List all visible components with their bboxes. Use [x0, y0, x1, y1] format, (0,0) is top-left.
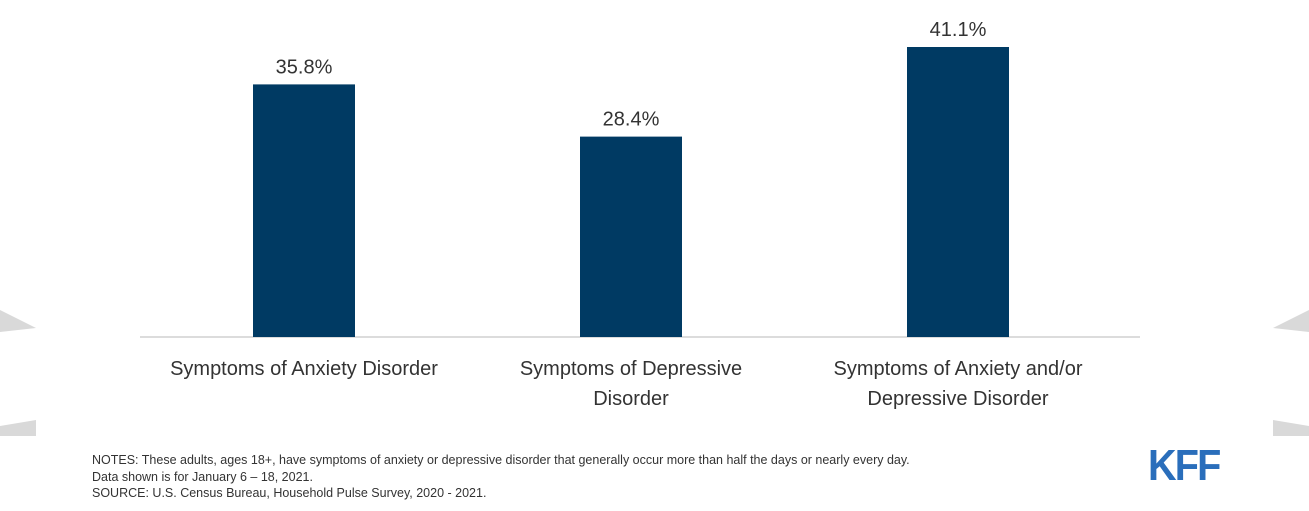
kff-logo: KFF: [1148, 441, 1221, 490]
notes-line: NOTES: These adults, ages 18+, have symp…: [92, 453, 910, 467]
category-label: Disorder: [593, 388, 669, 410]
source-line: SOURCE: U.S. Census Bureau, Household Pu…: [92, 486, 487, 500]
category-label: Symptoms of Depressive: [520, 358, 742, 380]
left-triangle-icon: [0, 310, 36, 332]
category-label: Symptoms of Anxiety and/or: [833, 358, 1082, 380]
notes-line: Data shown is for January 6 – 18, 2021.: [92, 469, 313, 484]
data-label: 35.8%: [276, 56, 333, 78]
left-triangle-icon: [0, 420, 36, 436]
category-label: Depressive Disorder: [867, 388, 1049, 410]
bar-chart: 35.8% Symptoms of Anxiety Disorder 28.4% Sy…: [140, 19, 1140, 410]
data-label: 28.4%: [603, 109, 660, 131]
data-label: 41.1%: [930, 19, 987, 41]
chart-notes: NOTES: These adults, ages 18+, have symp…: [92, 452, 1122, 502]
bar: [580, 136, 682, 337]
right-triangle-icon: [1273, 310, 1309, 332]
category-label: Symptoms of Anxiety Disorder: [170, 358, 438, 380]
bar: [907, 47, 1009, 337]
right-triangle-icon: [1273, 420, 1309, 436]
bar: [253, 84, 355, 337]
